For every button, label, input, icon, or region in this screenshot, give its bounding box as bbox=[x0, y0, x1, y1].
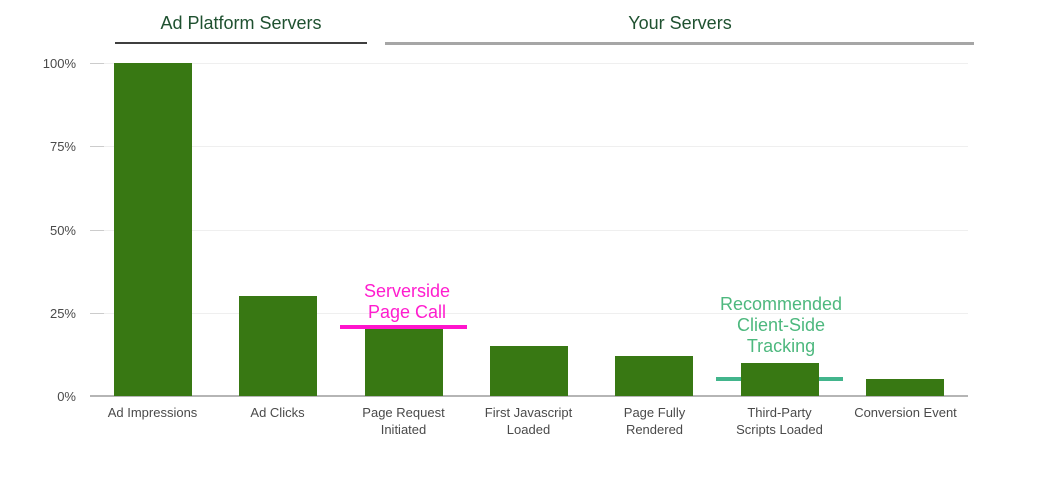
section-header-ad-platform-servers: Ad Platform Servers bbox=[160, 13, 322, 33]
x-label-Ad Clicks: Ad Clicks bbox=[250, 405, 305, 420]
y-tick-25% bbox=[90, 313, 104, 314]
gridline-50% bbox=[90, 230, 968, 231]
section-underline-ad-platform-servers bbox=[115, 42, 367, 44]
x-label-Ad Impressions: Ad Impressions bbox=[107, 405, 198, 420]
y-tick-label-0%: 0% bbox=[57, 389, 76, 404]
bar-Conversion Event bbox=[866, 379, 944, 396]
x-label-Page Request Initiated: Page Request Initiated bbox=[362, 405, 445, 437]
y-tick-label-25%: 25% bbox=[49, 306, 76, 321]
x-label-Page Fully Rendered: Page Fully Rendered bbox=[623, 405, 686, 437]
bar-Ad Impressions bbox=[114, 63, 192, 396]
bar-Page Request Initiated bbox=[365, 329, 443, 396]
bar-Page Fully Rendered bbox=[615, 356, 693, 396]
y-tick-label-100%: 100% bbox=[42, 56, 76, 71]
bar-First Javascript Loaded bbox=[490, 346, 568, 396]
bar-Ad Clicks bbox=[239, 296, 317, 396]
gridline-25% bbox=[90, 313, 968, 314]
y-tick-75% bbox=[90, 146, 104, 147]
y-tick-label-75%: 75% bbox=[49, 139, 76, 154]
annotation-serverside-page-call: Serverside Page Call bbox=[363, 281, 451, 322]
section-underline-your-servers bbox=[385, 42, 974, 45]
y-tick-100% bbox=[90, 63, 104, 64]
y-tick-50% bbox=[90, 230, 104, 231]
y-tick-label-50%: 50% bbox=[49, 223, 76, 238]
x-axis-line bbox=[90, 395, 968, 397]
bar-Third-Party Scripts Loaded bbox=[741, 363, 819, 396]
section-header-your-servers: Your Servers bbox=[628, 13, 732, 33]
annotation-line-0 bbox=[340, 325, 467, 329]
x-label-Third-Party Scripts Loaded: Third-Party Scripts Loaded bbox=[736, 405, 823, 437]
gridline-100% bbox=[90, 63, 968, 64]
gridline-75% bbox=[90, 146, 968, 147]
x-label-Conversion Event: Conversion Event bbox=[854, 405, 957, 420]
annotation-recommended-client-side-tracking: Recommended Client-Side Tracking bbox=[719, 294, 843, 356]
x-label-First Javascript Loaded: First Javascript Loaded bbox=[484, 405, 573, 437]
